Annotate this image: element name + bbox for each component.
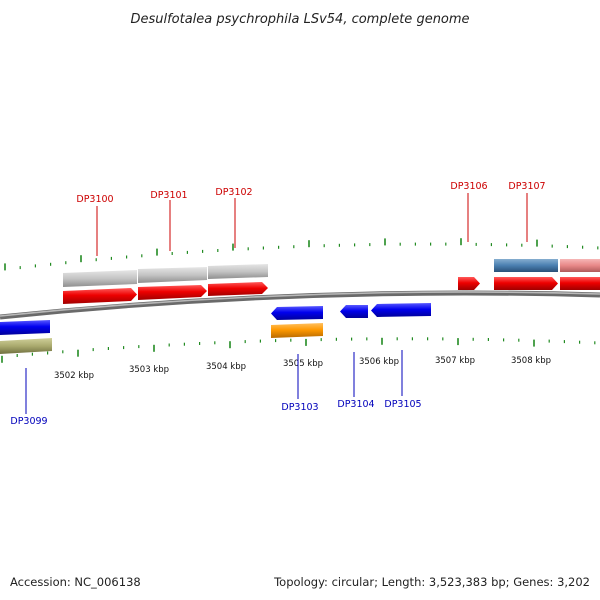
- feature-bar-gray[interactable]: [208, 264, 268, 279]
- reverse-genes: [0, 303, 431, 335]
- gene-label-dp3104[interactable]: DP3104: [337, 399, 374, 410]
- scale-label: 3503 kbp: [129, 365, 169, 375]
- genome-summary-text: Topology: circular; Length: 3,523,383 bp…: [273, 575, 590, 589]
- scale-label: 3502 kbp: [54, 371, 94, 381]
- scale-labels: 3502 kbp 3503 kbp 3504 kbp 3505 kbp 3506…: [54, 356, 551, 381]
- gene-label-dp3105[interactable]: DP3105: [384, 399, 421, 410]
- scale-label: 3508 kbp: [511, 356, 551, 366]
- feature-bar-orange[interactable]: [271, 323, 323, 338]
- forward-genes: [63, 277, 600, 304]
- gene-arrow-dp3099[interactable]: [0, 320, 50, 335]
- reverse-gene-labels: DP3099 DP3103 DP3104 DP3105: [10, 350, 422, 427]
- gene-arrow-dp3101[interactable]: [138, 285, 207, 300]
- map-title: Desulfotalea psychrophila LSv54, complet…: [130, 12, 469, 27]
- scale-label: 3505 kbp: [283, 359, 323, 369]
- genome-backbone: [0, 290, 600, 320]
- gene-label-dp3099[interactable]: DP3099: [10, 416, 47, 427]
- gene-label-dp3107[interactable]: DP3107: [508, 181, 545, 192]
- gene-label-dp3103[interactable]: DP3103: [281, 402, 318, 413]
- gene-arrow-dp3104[interactable]: [340, 305, 368, 318]
- gene-arrow-dp3107[interactable]: [494, 277, 558, 290]
- gene-label-dp3102[interactable]: DP3102: [215, 187, 252, 198]
- genome-backbone-highlight: [0, 291, 600, 317]
- feature-bar-pink[interactable]: [560, 259, 600, 272]
- gene-arrow-dp3106[interactable]: [458, 277, 480, 290]
- feature-bar-steelblue[interactable]: [494, 259, 558, 272]
- gene-arrow-partial[interactable]: [560, 277, 600, 290]
- gene-arrow-dp3100[interactable]: [63, 288, 137, 304]
- gene-label-dp3106[interactable]: DP3106: [450, 181, 487, 192]
- forward-gene-labels: DP3100 DP3101 DP3102 DP3106 DP3107: [76, 181, 546, 256]
- feature-bar-olive[interactable]: [0, 338, 52, 354]
- scale-label: 3507 kbp: [435, 356, 475, 366]
- feature-track: [0, 259, 600, 354]
- scale-label: 3506 kbp: [359, 357, 399, 367]
- accession-text: Accession: NC_006138: [10, 575, 141, 589]
- feature-bar-gray[interactable]: [138, 267, 207, 283]
- scale-label: 3504 kbp: [206, 362, 246, 372]
- feature-bar-gray[interactable]: [63, 270, 137, 287]
- gene-label-dp3100[interactable]: DP3100: [76, 194, 113, 205]
- gene-arrow-dp3103[interactable]: [271, 306, 323, 320]
- outer-tick-track: [4, 238, 599, 271]
- gene-label-dp3101[interactable]: DP3101: [150, 190, 187, 201]
- gene-arrow-dp3105[interactable]: [371, 303, 431, 317]
- inner-tick-track: [1, 337, 596, 363]
- gene-arrow-dp3102[interactable]: [208, 282, 268, 296]
